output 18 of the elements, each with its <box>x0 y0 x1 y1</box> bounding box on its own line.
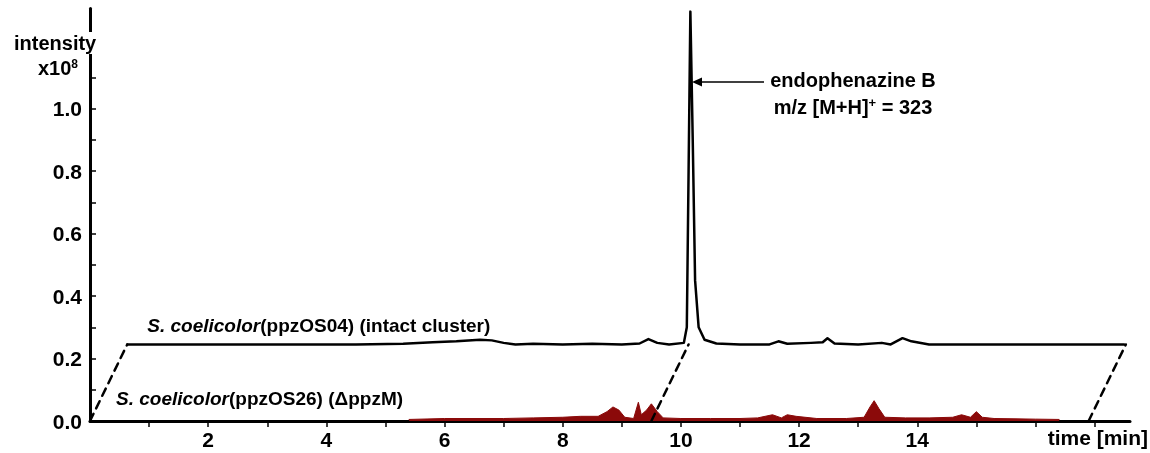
x-tick-label: 14 <box>905 428 930 451</box>
x-axis-title: time [min] <box>1047 426 1149 449</box>
x-tick-label: 8 <box>556 428 569 451</box>
x-tick-label: 6 <box>438 428 451 451</box>
x-tick-label: 2 <box>202 428 215 451</box>
x-tick-label: 12 <box>787 428 811 451</box>
y-tick-label: 0.4 <box>52 284 83 308</box>
y-tick-label: 1.0 <box>52 97 82 120</box>
y-tick-label: 0.6 <box>52 222 82 245</box>
x-tick-label: 10 <box>669 428 693 451</box>
annotation: endophenazine B m/z [M+H]+ = 323 <box>770 69 936 118</box>
y-axis-title: intensity <box>14 32 98 54</box>
series-label: S. coelicolor(ppzOS04) (intact cluster) <box>147 315 491 337</box>
y-tick-label: 0.2 <box>52 347 82 370</box>
y-tick-label: 0.8 <box>52 159 83 183</box>
x-tick-label: 4 <box>320 428 333 451</box>
y-tick-label: 0.0 <box>52 409 82 433</box>
series-label: S. coelicolor(ppzOS26) (ΔppzM) <box>116 388 404 410</box>
